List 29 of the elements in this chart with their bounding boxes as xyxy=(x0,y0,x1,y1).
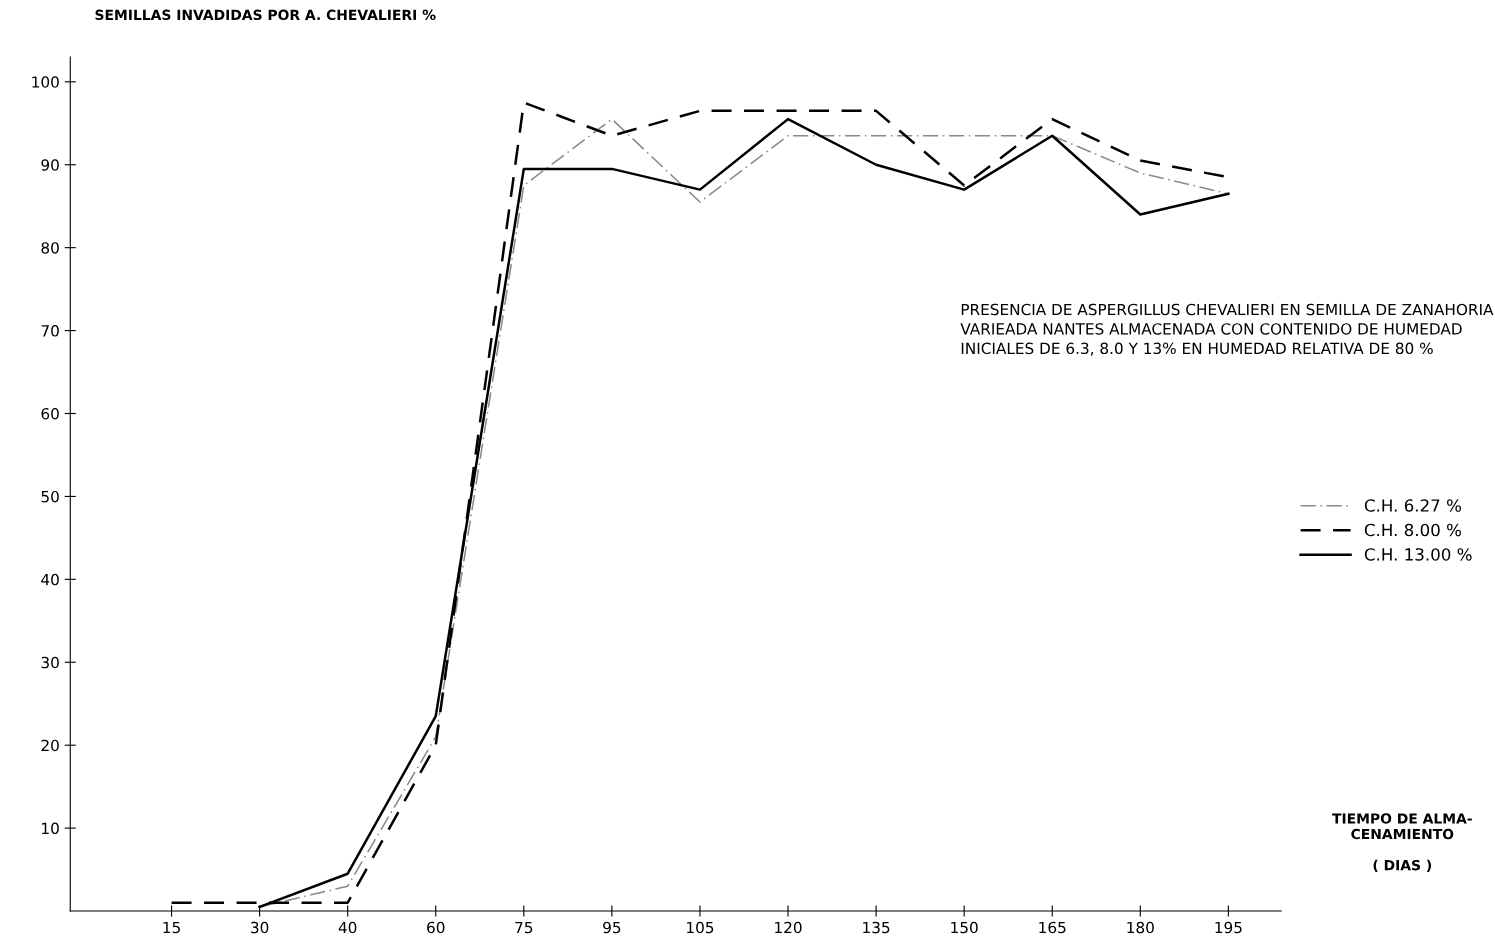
x-tick-label: 135 xyxy=(863,921,890,934)
annotation: PRESENCIA DE ASPERGILLUS CHEVALIERI EN SEMILLA DE ZANAHORIA VARIEADA NANTES ALMACENADA CON CONTENIDO DE HUMEDAD INICIALES DE 6.3, 8.0 Y 13% EN HUMEDAD RELATIVA DE 80 % xyxy=(960,303,1494,356)
x-tick-label: 165 xyxy=(1039,921,1066,934)
legend-label: C.H. 13.00 % xyxy=(1364,548,1472,561)
y-tick-label: 80 xyxy=(41,242,59,254)
y-tick-label: 20 xyxy=(41,739,59,752)
y-axis-title: SEMILLAS INVADIDAS POR A. CHEVALIERI % xyxy=(95,9,436,21)
x-tick-label: 60 xyxy=(427,921,445,934)
x-tick-label: 15 xyxy=(163,921,180,934)
x-tick-label: 150 xyxy=(951,921,978,934)
y-tick-label: 10 xyxy=(42,822,59,835)
x-tick-label: 40 xyxy=(338,921,357,934)
x-tick-label: 120 xyxy=(775,921,802,934)
x-tick-label: 180 xyxy=(1127,921,1154,934)
y-tick-label: 50 xyxy=(41,490,59,503)
x-tick-label: 75 xyxy=(515,921,533,934)
text: TIEMPO DE ALMA- CENAMIENTO ( DIAS ) xyxy=(1332,813,1472,873)
y-tick-label: 60 xyxy=(41,407,59,420)
x-tick-label: 30 xyxy=(251,921,269,934)
x-tick-label: 105 xyxy=(687,921,714,934)
y-tick-label: 100 xyxy=(32,76,59,88)
y-tick-label: 90 xyxy=(41,159,59,171)
y-tick-label: 70 xyxy=(41,325,59,337)
legend-label: C.H. 8.00 % xyxy=(1364,523,1461,537)
y-tick-label: 30 xyxy=(41,656,59,669)
y-tick-label: 40 xyxy=(41,573,59,586)
x-tick-label: 195 xyxy=(1215,921,1242,934)
x-tick-label: 95 xyxy=(603,921,621,934)
legend-label: C.H. 6.27 % xyxy=(1364,499,1461,512)
